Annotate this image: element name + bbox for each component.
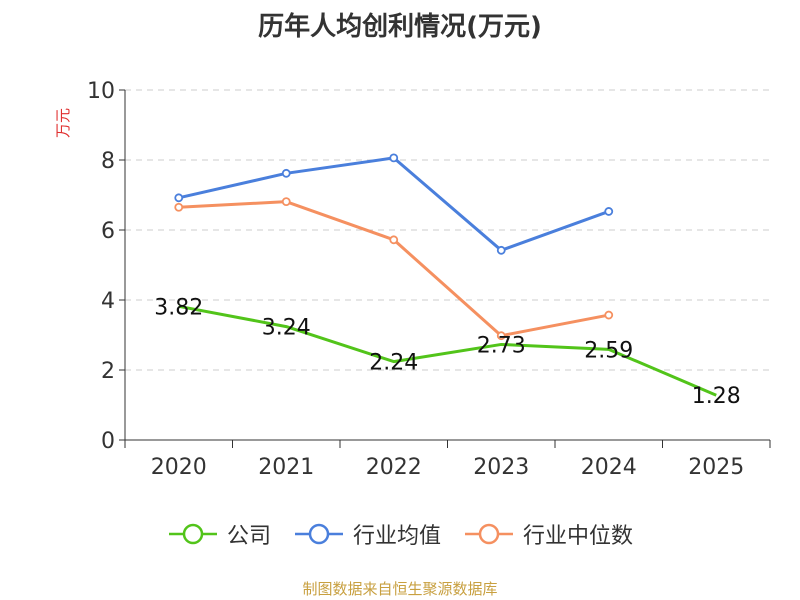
data-label: 1.28 — [692, 384, 741, 409]
x-tick-label: 2023 — [473, 455, 529, 480]
data-point — [174, 193, 184, 203]
data-point — [496, 245, 506, 255]
data-point — [281, 168, 291, 178]
data-point — [496, 331, 506, 341]
legend-marker-icon — [465, 523, 513, 545]
data-label: 2.73 — [477, 333, 526, 358]
grid-lines — [125, 89, 770, 371]
data-labels: 3.82 3.24 2.24 2.73 2.59 1.28 — [154, 295, 740, 409]
y-tick-label: 2 — [101, 359, 115, 384]
data-point — [604, 310, 614, 320]
data-label: 2.59 — [584, 338, 633, 363]
series-0 — [178, 304, 717, 397]
data-label: 3.24 — [262, 316, 311, 341]
y-tick-label: 10 — [87, 79, 115, 104]
data-label: 2.24 — [369, 351, 418, 376]
data-point — [389, 235, 399, 245]
y-tick-label: 6 — [101, 219, 115, 244]
x-tick-label: 2020 — [151, 455, 207, 480]
legend-item[interactable]: 行业中位数 — [463, 518, 633, 550]
series-line — [178, 200, 610, 338]
data-point — [389, 153, 399, 163]
x-tick-label: 2021 — [258, 455, 314, 480]
x-tick-label: 2022 — [366, 455, 422, 480]
x-tick-label: 2024 — [581, 455, 637, 480]
legend-label: 公司 — [226, 524, 271, 549]
data-point — [281, 197, 291, 207]
y-tick-label: 0 — [101, 429, 115, 454]
legend-label: 行业均值 — [352, 524, 441, 549]
series-2 — [174, 197, 614, 341]
y-tick-label: 4 — [101, 289, 115, 314]
chart-title: 历年人均创利情况(万元) — [258, 12, 542, 42]
y-axis-title: 万元 — [54, 108, 72, 138]
y-tick-label: 8 — [101, 149, 115, 174]
data-point — [604, 207, 614, 216]
data-label: 3.82 — [154, 295, 203, 320]
axes: 0 2 4 6 8 10 2020 2021 2022 2023 2024 2025 — [87, 79, 771, 480]
series-layer — [174, 153, 717, 397]
legend-marker-icon — [168, 523, 217, 545]
source-note: 制图数据来自恒生聚源数据库 — [302, 580, 498, 598]
legend-item[interactable]: 公司 — [167, 518, 271, 550]
legend-label: 行业中位数 — [523, 524, 634, 549]
series-1 — [174, 153, 614, 255]
legend-marker-icon — [294, 523, 343, 545]
legend-item[interactable]: 行业均值 — [293, 518, 441, 550]
series-line — [178, 304, 717, 397]
data-point — [174, 202, 184, 212]
legend: 公司 行业均值 行业中位数 — [0, 518, 800, 550]
x-tick-label: 2025 — [688, 455, 744, 480]
